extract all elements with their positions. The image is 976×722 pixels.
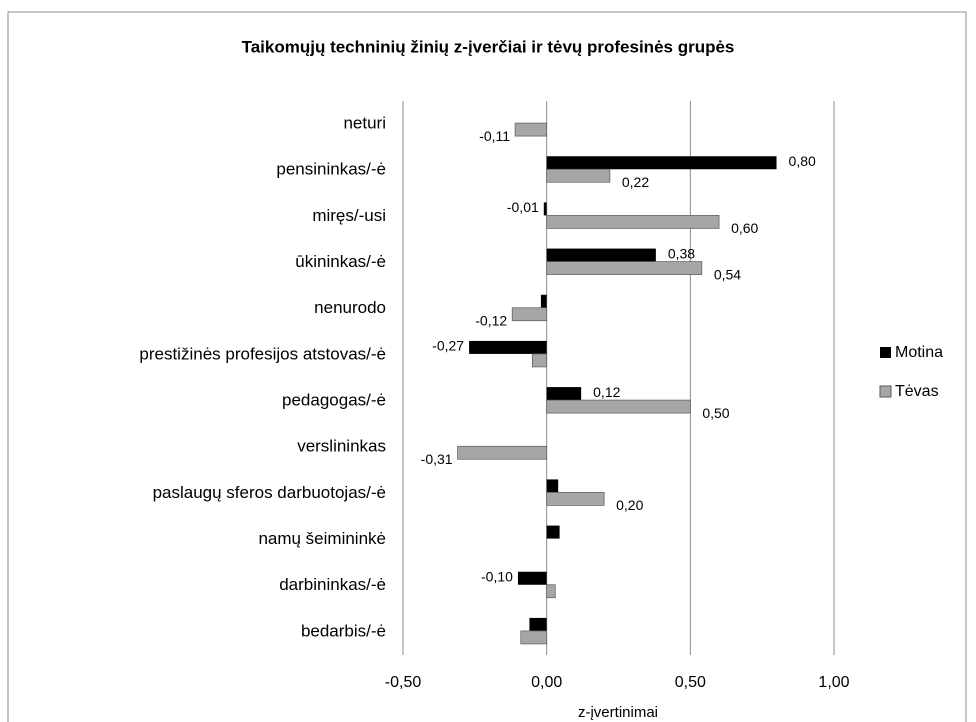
bar (457, 445, 548, 460)
y-tick-label: darbininkas/-ė (279, 575, 386, 594)
bar (531, 353, 548, 368)
data-label: 0,80 (789, 153, 816, 169)
x-axis-title: z-įvertinimai (578, 704, 658, 721)
bar (540, 294, 547, 308)
y-tick-label: ūkininkas/-ė (295, 252, 386, 271)
x-tick-label: 0,50 (675, 674, 706, 691)
bar (529, 617, 547, 631)
bar (511, 307, 548, 322)
y-tick-label: pensininkas/-ė (276, 160, 386, 179)
data-label: -0,12 (475, 312, 507, 328)
bar (546, 156, 777, 170)
data-label: 0,60 (731, 220, 758, 236)
data-label: 0,22 (622, 174, 649, 190)
chart-title: Taikomųjų techninių žinių z-įverčiai ir … (242, 37, 735, 56)
bar (546, 584, 556, 599)
x-tick-label: 0,00 (531, 674, 562, 691)
y-tick-label: verslininkas (297, 437, 386, 456)
chart-border (7, 11, 967, 722)
y-tick-label: neturi (343, 114, 386, 133)
bar (546, 387, 582, 401)
data-label: 0,50 (702, 405, 729, 421)
x-tick-label: -0,50 (385, 674, 422, 691)
data-label: -0,11 (479, 128, 510, 144)
legend-swatch (879, 385, 892, 398)
data-label: 0,20 (616, 497, 643, 513)
legend-label: Tėvas (895, 383, 939, 400)
bar (546, 525, 560, 539)
y-tick-label: namų šeimininkė (258, 529, 386, 548)
data-label: -0,10 (481, 568, 513, 584)
y-tick-label: prestižinės profesijos atstovas/-ė (139, 344, 386, 363)
data-label: -0,31 (421, 451, 453, 467)
bar (546, 215, 720, 229)
bar (546, 492, 605, 506)
data-label: 0,12 (593, 384, 620, 400)
bar (546, 479, 559, 493)
bar (517, 571, 547, 585)
y-tick-label: nenurodo (314, 298, 386, 317)
data-label: -0,01 (507, 199, 539, 215)
y-tick-label: bedarbis/-ė (301, 621, 386, 640)
bar (469, 340, 547, 354)
data-label: -0,27 (432, 338, 464, 354)
y-tick-label: miręs/-usi (312, 206, 386, 225)
data-label: 0,38 (668, 245, 695, 261)
y-tick-label: paslaugų sferos darbuotojas/-ė (153, 483, 386, 502)
bar (514, 122, 548, 137)
bar (520, 630, 548, 645)
x-tick-label: 1,00 (818, 674, 849, 691)
bar (543, 202, 547, 216)
bar (546, 399, 691, 414)
bar (546, 261, 703, 275)
bar (546, 168, 611, 183)
legend-label: Motina (895, 344, 943, 361)
legend-swatch (880, 347, 891, 358)
data-label: 0,54 (714, 266, 741, 282)
y-tick-label: pedagogas/-ė (282, 391, 386, 410)
bar (546, 248, 656, 262)
